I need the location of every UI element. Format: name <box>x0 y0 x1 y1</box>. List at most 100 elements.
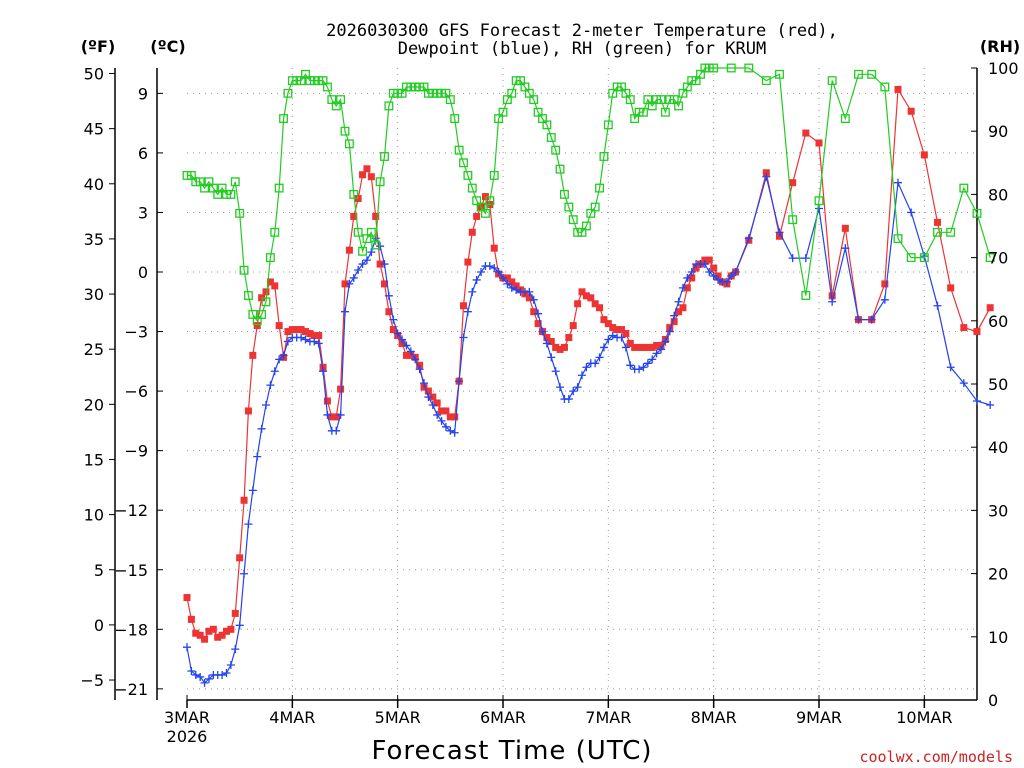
celsius-tick-label: −18 <box>114 620 148 639</box>
temperature-point <box>591 300 599 308</box>
dewpoint-point <box>459 333 468 342</box>
x-tick-label: 8MAR <box>691 708 737 727</box>
rh-point <box>775 69 784 79</box>
rh-point <box>599 152 609 161</box>
dewpoint-point <box>204 674 213 683</box>
celsius-tick-label: −15 <box>114 561 148 580</box>
temperature-point <box>622 330 630 338</box>
temperature-point <box>192 629 200 637</box>
rh-point <box>489 170 499 180</box>
rh-point <box>226 189 236 199</box>
rh-tick-label: 90 <box>988 122 1008 141</box>
temperature-point <box>381 280 388 288</box>
temperature-point <box>429 393 437 401</box>
dewpoint-point <box>477 268 486 276</box>
dewpoint-point <box>494 268 503 276</box>
dewpoint-point <box>617 333 626 342</box>
dewpoint-point <box>591 359 600 368</box>
dewpoint-point <box>529 295 538 304</box>
dewpoint-point <box>301 335 310 344</box>
fahrenheit-tick-label: 0 <box>94 616 104 635</box>
chart-title-line-2: Dewpoint (blue), RH (green) for KRUM <box>398 39 766 59</box>
fahrenheit-tick-label: −5 <box>80 671 104 690</box>
temperature-point <box>227 625 235 633</box>
dewpoint-point <box>244 520 253 529</box>
rh-point <box>336 95 346 105</box>
dewpoint-point <box>643 359 652 368</box>
fahrenheit-tick-label: 50 <box>84 65 104 84</box>
x-tick-label: 5MAR <box>375 708 421 727</box>
temperature-point <box>828 292 836 300</box>
fahrenheit-tick-label: 35 <box>84 230 104 249</box>
temperature-point <box>266 278 274 286</box>
temperature-point <box>315 332 323 340</box>
dewpoint-point <box>933 301 942 310</box>
fahrenheit-tick-label: 40 <box>84 175 104 194</box>
dewpoint-point <box>275 355 284 364</box>
rh-point <box>788 215 798 225</box>
dewpoint-point <box>867 315 876 324</box>
dewpoint-point <box>424 393 433 402</box>
rh-tick-label: 20 <box>988 565 1008 584</box>
dewpoint-point <box>283 337 292 346</box>
rh-point <box>840 114 850 124</box>
dewpoint-point <box>665 327 674 336</box>
rh-point <box>463 170 473 180</box>
celsius-tick-label: −3 <box>124 323 148 342</box>
temperature-point <box>236 554 244 562</box>
dewpoint-point <box>564 395 573 404</box>
dewpoint-point <box>183 643 191 652</box>
temperature-point <box>574 300 582 308</box>
temperature-point <box>214 633 222 641</box>
temperature-point <box>582 292 590 300</box>
rh-point <box>261 297 271 307</box>
dewpoint-point <box>709 271 718 280</box>
dewpoint-point <box>415 365 424 374</box>
temperature-point <box>960 324 968 332</box>
dewpoint-point <box>310 337 319 346</box>
dewpoint-point <box>450 428 459 437</box>
dewpoint-point <box>187 666 196 675</box>
rh-point <box>467 183 477 193</box>
temperature-point <box>249 351 257 359</box>
dewpoint-point <box>727 271 736 280</box>
dewpoint-point <box>678 283 687 292</box>
temperature-point <box>363 165 371 173</box>
temperature-point <box>337 385 345 393</box>
chart-title-line-1: 2026030300 GFS Forecast 2-meter Temperat… <box>326 21 838 41</box>
temperature-point <box>253 322 261 330</box>
temperature-point <box>490 244 498 252</box>
rh-point <box>344 139 354 149</box>
dewpoint-point <box>248 486 257 495</box>
temperature-point <box>424 387 432 395</box>
fahrenheit-unit-label: (ºF) <box>81 37 116 56</box>
dewpoint-point <box>323 410 332 419</box>
dewpoint-point <box>661 337 670 346</box>
dewpoint-point <box>367 248 376 257</box>
dewpoint-point <box>200 678 209 687</box>
dewpoint-point <box>512 285 521 294</box>
temperature-point <box>183 594 191 602</box>
rh-point <box>854 69 863 79</box>
temperature-point <box>473 212 481 220</box>
rh-point <box>893 234 903 244</box>
rh-point <box>625 95 635 105</box>
temperature-point <box>525 294 533 302</box>
temperature-point <box>240 496 248 504</box>
rh-point <box>906 253 916 263</box>
rh-point <box>349 189 359 199</box>
rh-point <box>366 227 376 237</box>
dewpoint-point <box>880 295 889 304</box>
rh-point <box>243 291 253 300</box>
dewpoint-point <box>639 363 648 372</box>
rh-point <box>880 82 890 92</box>
rh-point <box>353 227 363 237</box>
temperature-point <box>464 258 472 266</box>
dewpoint-point <box>402 341 411 350</box>
rh-point <box>480 208 490 218</box>
temperature-point <box>367 173 375 181</box>
rh-point <box>564 202 574 212</box>
temperature-point <box>306 330 314 338</box>
temperature-point <box>534 320 542 328</box>
dewpoint-point <box>420 379 428 388</box>
